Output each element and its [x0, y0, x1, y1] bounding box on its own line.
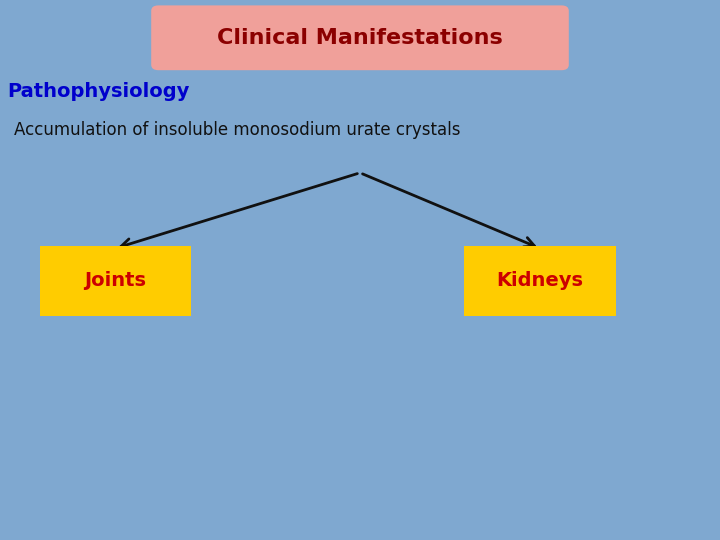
Text: Kidneys: Kidneys [497, 271, 583, 291]
Text: Joints: Joints [84, 271, 146, 291]
FancyBboxPatch shape [151, 5, 569, 70]
FancyBboxPatch shape [40, 246, 191, 316]
FancyBboxPatch shape [464, 246, 616, 316]
Text: Pathophysiology: Pathophysiology [7, 82, 189, 102]
Text: Clinical Manifestations: Clinical Manifestations [217, 28, 503, 48]
Text: Accumulation of insoluble monosodium urate crystals: Accumulation of insoluble monosodium ura… [14, 120, 461, 139]
